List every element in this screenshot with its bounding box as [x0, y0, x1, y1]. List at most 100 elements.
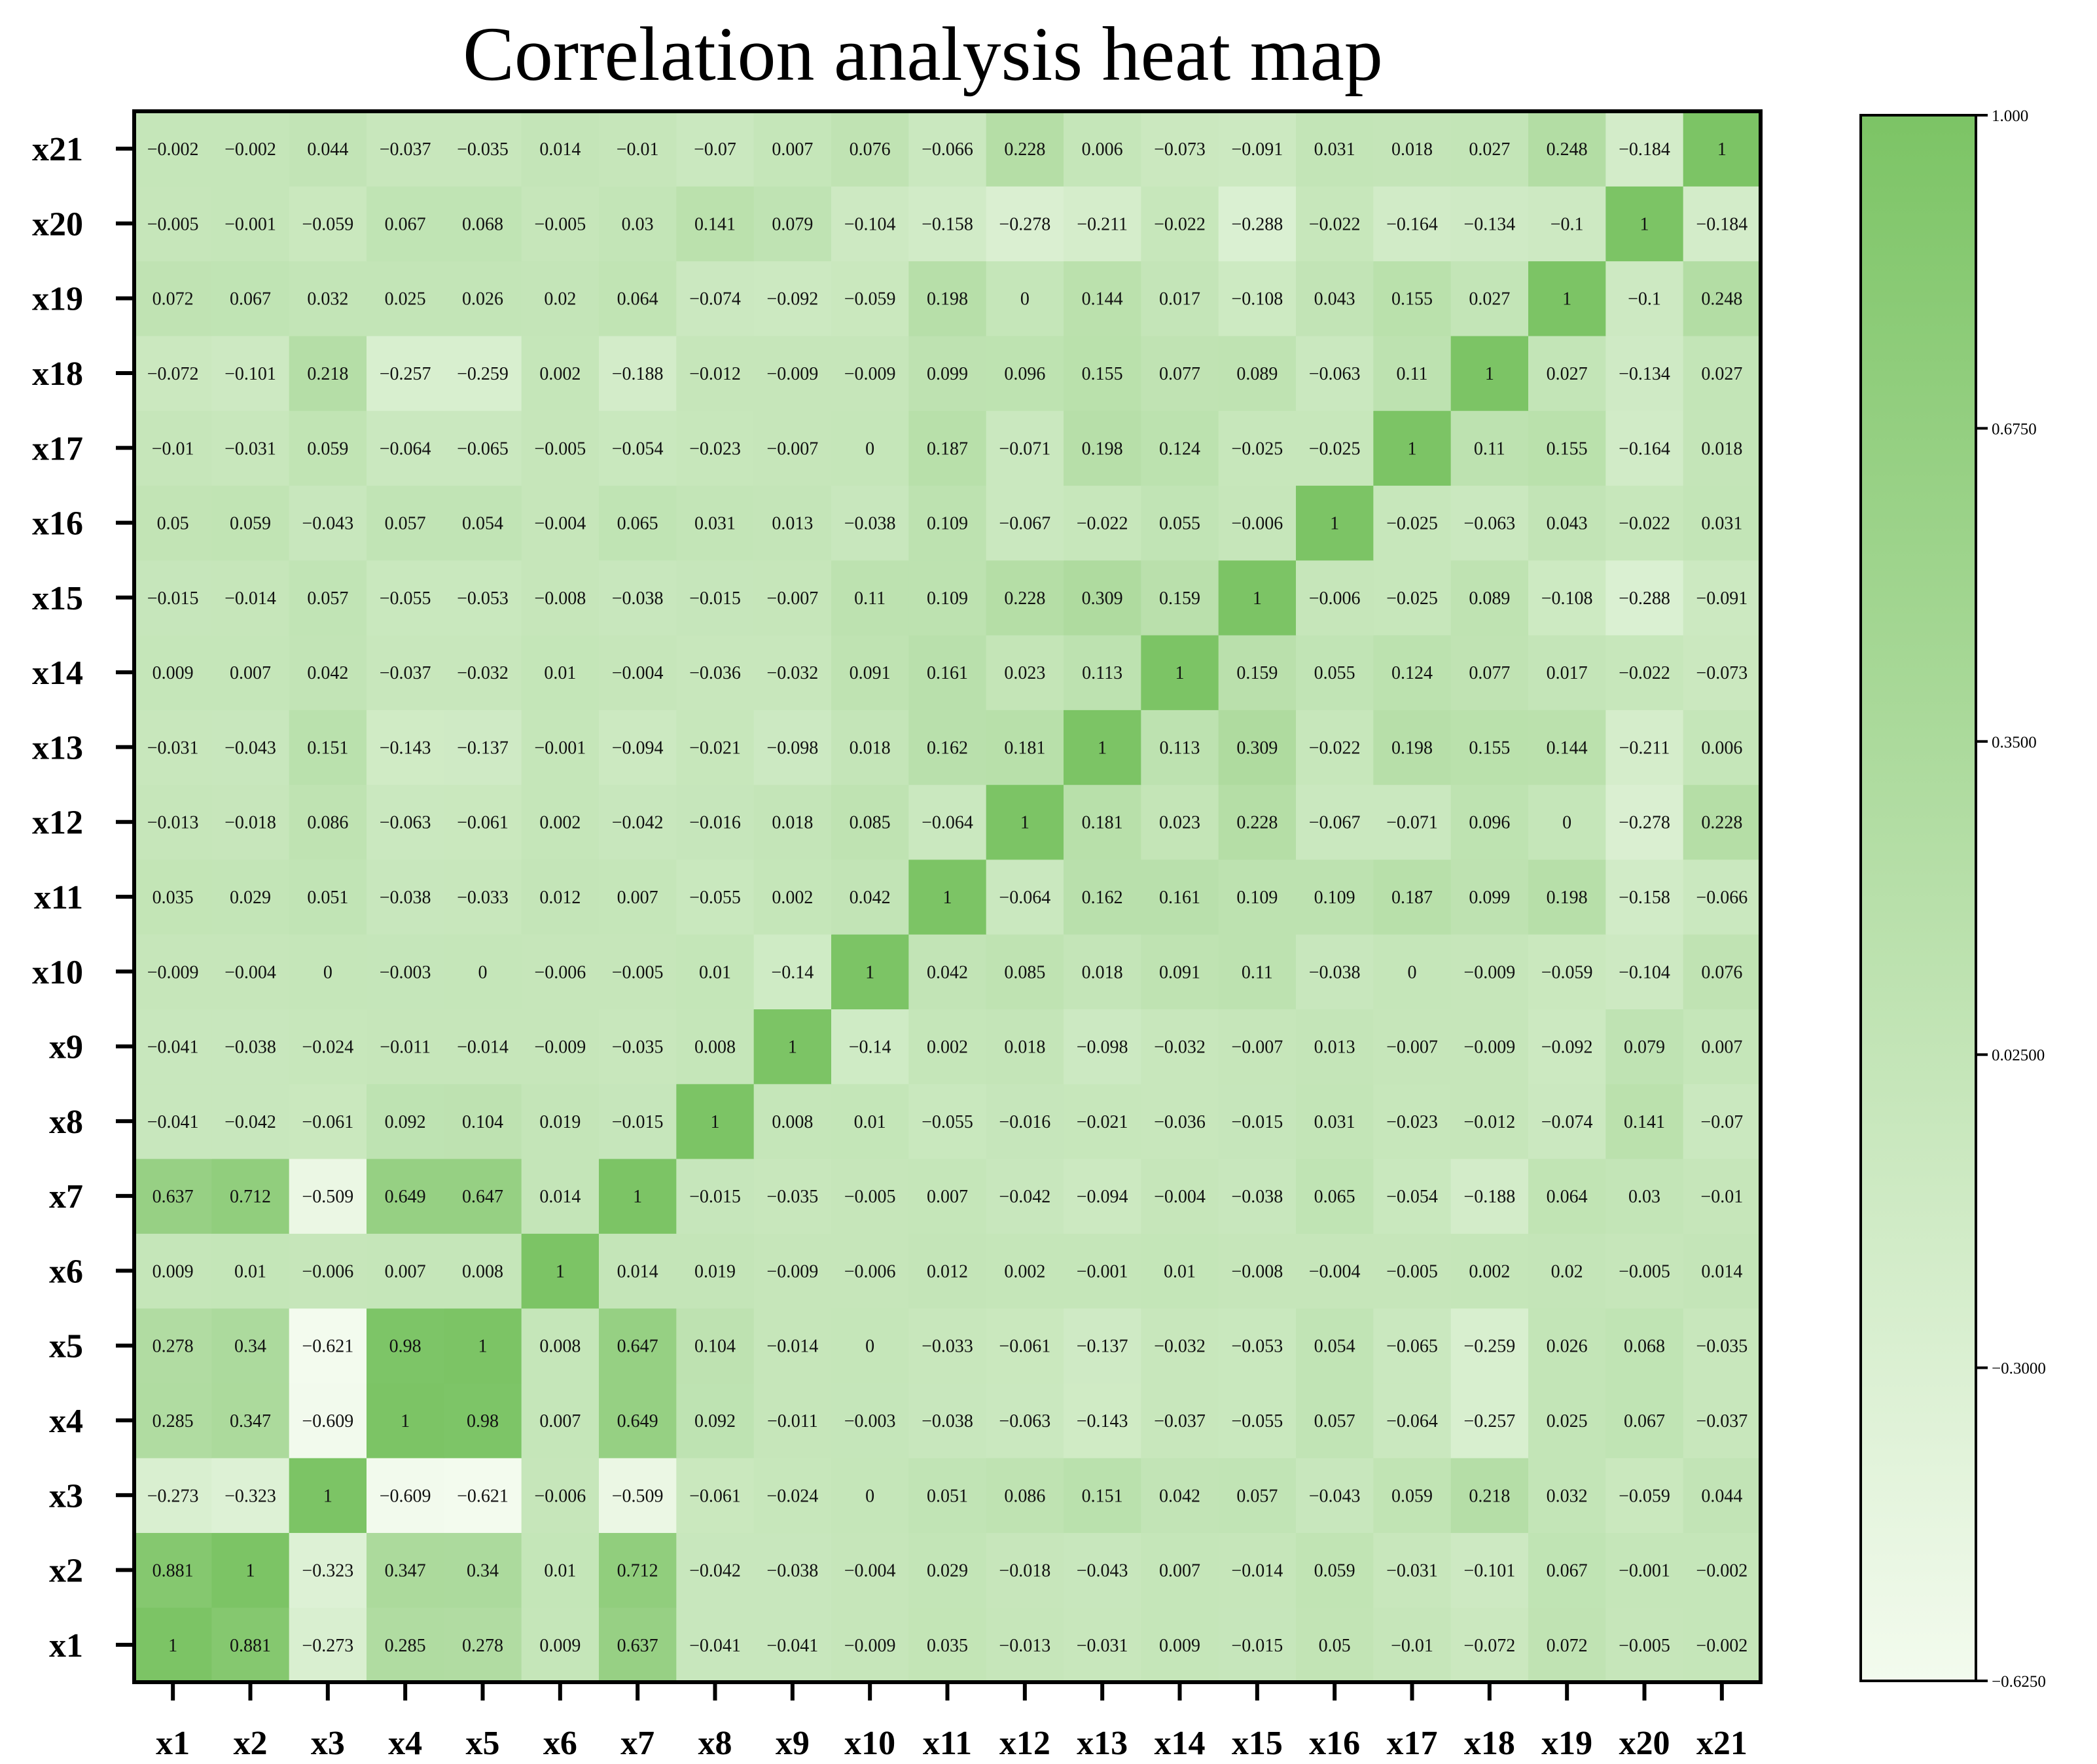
cell-value-x13-x12: 0.181: [1004, 738, 1045, 758]
cell-value-x14-x6: 0.01: [544, 663, 576, 683]
cell-value-x10-x11: 0.042: [927, 962, 968, 982]
cell-value-x13-x21: 0.006: [1701, 738, 1742, 758]
x-tick-label-x11: x11: [923, 1725, 972, 1762]
cell-value-x6-x11: 0.012: [927, 1261, 968, 1282]
heatmap-cell-x6-x6: [521, 1233, 600, 1309]
cell-value-x7-x14: −0.004: [1154, 1187, 1206, 1207]
heatmap-cell-x2-x8: [676, 1532, 755, 1608]
heatmap-cell-x20-x15: [1218, 186, 1297, 262]
heatmap-cells: [134, 111, 1761, 1683]
heatmap-cell-x13-x13: [1064, 710, 1141, 785]
cell-value-x2-x10: −0.004: [844, 1561, 896, 1581]
heatmap-cell-x5-x20: [1605, 1308, 1684, 1384]
cell-value-x13-x19: 0.144: [1547, 738, 1588, 758]
cell-value-x1-x10: −0.009: [844, 1636, 896, 1656]
heatmap-cell-x2-x17: [1373, 1532, 1452, 1608]
cell-value-x17-x2: −0.031: [224, 439, 276, 459]
cell-value-x12-x1: −0.013: [147, 813, 199, 833]
cell-value-x9-x10: −0.14: [849, 1037, 891, 1058]
heatmap-cell-x21-x11: [908, 111, 987, 187]
heatmap-cell-x18-x1: [134, 335, 212, 411]
heatmap-cell-x1-x21: [1683, 1607, 1761, 1683]
cell-value-x9-x11: 0.002: [927, 1037, 968, 1058]
heatmap-cell-x4-x18: [1450, 1382, 1529, 1458]
heatmap-cell-x15-x16: [1296, 560, 1374, 636]
cell-value-x17-x19: 0.155: [1547, 439, 1588, 459]
cell-value-x2-x4: 0.347: [385, 1561, 426, 1581]
cell-value-x1-x8: −0.041: [689, 1636, 741, 1656]
cell-value-x10-x1: −0.009: [147, 962, 199, 982]
cell-value-x9-x3: −0.024: [302, 1037, 353, 1058]
heatmap-cell-x11-x18: [1450, 859, 1529, 935]
heatmap-cell-x12-x11: [908, 784, 987, 860]
heatmap-cell-x8-x1: [134, 1083, 212, 1159]
heatmap-cell-x4-x13: [1064, 1382, 1141, 1458]
heatmap-cell-x18-x8: [676, 335, 755, 411]
heatmap-cell-x9-x6: [521, 1009, 600, 1085]
heatmap-cell-x21-x7: [599, 111, 677, 187]
cell-value-x18-x19: 0.027: [1547, 364, 1588, 384]
cell-value-x8-x13: −0.021: [1077, 1112, 1128, 1132]
cell-value-x2-x8: −0.042: [689, 1561, 741, 1581]
cell-value-x18-x21: 0.027: [1701, 364, 1742, 384]
heatmap-cell-x21-x6: [521, 111, 600, 187]
cell-value-x2-x20: −0.001: [1619, 1561, 1670, 1581]
cell-value-x13-x5: −0.137: [457, 738, 509, 758]
cell-value-x11-x16: 0.109: [1314, 888, 1355, 908]
cell-value-x8-x1: −0.041: [147, 1112, 199, 1132]
heatmap-cell-x2-x7: [599, 1532, 677, 1608]
cell-value-x17-x10: 0: [865, 439, 874, 459]
heatmap-cell-x15-x8: [676, 560, 755, 636]
colorbar: 1.000 0.6750 0.3500 0.02500 −0.3000 −0.6250: [1859, 107, 2046, 1691]
cell-value-x17-x5: −0.065: [457, 439, 509, 459]
heatmap-cell-x21-x17: [1373, 111, 1452, 187]
cell-value-x11-x12: −0.064: [999, 888, 1050, 908]
cell-value-x16-x16: 1: [1330, 514, 1339, 534]
cell-value-x16-x1: 0.05: [157, 514, 189, 534]
heatmap-cell-x1-x12: [986, 1607, 1064, 1683]
cell-value-x20-x16: −0.022: [1309, 214, 1361, 234]
cell-value-x14-x18: 0.077: [1469, 663, 1510, 683]
heatmap-cell-x14-x5: [444, 635, 522, 710]
heatmap-cell-x9-x11: [908, 1009, 987, 1085]
cell-value-x18-x14: 0.077: [1159, 364, 1200, 384]
cell-value-x20-x2: −0.001: [224, 214, 276, 234]
cell-value-x7-x19: 0.064: [1547, 1187, 1588, 1207]
heatmap-cell-x12-x21: [1683, 784, 1761, 860]
heatmap-cell-x21-x14: [1141, 111, 1219, 187]
cell-value-x19-x16: 0.043: [1314, 289, 1355, 310]
heatmap-cell-x3-x8: [676, 1458, 755, 1534]
heatmap-cell-x8-x2: [211, 1083, 290, 1159]
heatmap-cell-x20-x11: [908, 186, 987, 262]
heatmap-cell-x14-x3: [289, 635, 367, 710]
cell-value-x8-x6: 0.019: [539, 1112, 581, 1132]
cell-value-x20-x18: −0.134: [1463, 214, 1515, 234]
cell-value-x4-x19: 0.025: [1547, 1411, 1588, 1431]
cell-value-x3-x10: 0: [865, 1486, 874, 1506]
cell-value-x12-x14: 0.023: [1159, 813, 1200, 833]
cell-value-x13-x16: −0.022: [1309, 738, 1361, 758]
cell-value-x14-x14: 1: [1175, 663, 1185, 683]
heatmap-cell-x3-x4: [367, 1458, 444, 1534]
heatmap-cell-x10-x19: [1528, 934, 1606, 1010]
cell-value-x21-x2: −0.002: [224, 139, 276, 160]
cell-value-x6-x7: 0.014: [617, 1261, 658, 1282]
heatmap-cell-x1-x15: [1218, 1607, 1297, 1683]
cell-value-x11-x18: 0.099: [1469, 888, 1510, 908]
cell-value-x21-x4: −0.037: [380, 139, 431, 160]
heatmap-cell-x14-x7: [599, 635, 677, 710]
heatmap-cell-x14-x16: [1296, 635, 1374, 710]
heatmap-cell-x11-x7: [599, 859, 677, 935]
chart-title: Correlation analysis heat map: [463, 11, 1383, 97]
heatmap-cell-x12-x5: [444, 784, 522, 860]
y-tick-label-x9: x9: [49, 1029, 83, 1066]
cell-value-x5-x2: 0.34: [234, 1337, 266, 1357]
cell-value-x4-x13: −0.143: [1077, 1411, 1128, 1431]
x-tick-label-x1: x1: [156, 1725, 190, 1762]
cell-value-x15-x5: −0.053: [457, 588, 509, 609]
cell-value-x9-x7: −0.035: [612, 1037, 664, 1058]
cell-value-x3-x5: −0.621: [457, 1486, 509, 1506]
heatmap-cell-x20-x17: [1373, 186, 1452, 262]
heatmap-cell-x8-x20: [1605, 1083, 1684, 1159]
heatmap-cell-x18-x5: [444, 335, 522, 411]
